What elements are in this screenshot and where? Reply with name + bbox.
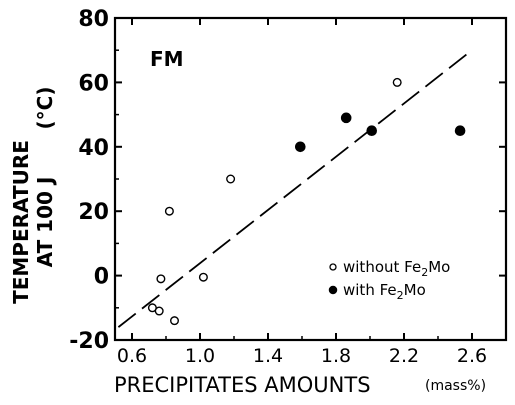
point-without-fe2mo bbox=[169, 316, 179, 326]
y-axis-ticks: -20 0 20 40 60 80 bbox=[69, 7, 506, 354]
y-tick-label: 0 bbox=[94, 265, 109, 290]
legend-marker bbox=[329, 263, 337, 271]
point-without-fe2mo bbox=[226, 174, 236, 184]
point-with-fe2mo bbox=[294, 141, 306, 153]
point-with-fe2mo bbox=[340, 112, 352, 124]
legend-label: without Fe2Mo bbox=[343, 258, 450, 279]
x-tick-label: 0.6 bbox=[117, 345, 147, 367]
fit-line-group bbox=[117, 49, 473, 328]
y-axis-unit: (°C) bbox=[33, 87, 57, 130]
y-tick-label: 80 bbox=[78, 7, 109, 32]
point-without-fe2mo bbox=[392, 77, 402, 87]
data-points-group bbox=[147, 77, 466, 326]
point-without-fe2mo bbox=[198, 272, 208, 282]
y-tick-label: 40 bbox=[78, 136, 109, 161]
chart-annotation: FM bbox=[150, 47, 184, 71]
x-tick-label: 2.2 bbox=[389, 345, 419, 367]
legend-marker bbox=[328, 285, 338, 295]
x-tick-label: 1.4 bbox=[253, 345, 283, 367]
y-axis-label-line2: AT 100 J bbox=[33, 177, 57, 268]
x-axis-ticks: 0.6 1.0 1.4 1.8 2.2 2.6 bbox=[117, 18, 487, 367]
point-without-fe2mo bbox=[156, 274, 166, 284]
x-tick-label: 2.6 bbox=[457, 345, 487, 367]
legend-label: with Fe2Mo bbox=[343, 281, 426, 302]
x-axis-unit: (mass%) bbox=[425, 378, 486, 394]
y-axis-label-line1: TEMPERATURE bbox=[9, 140, 33, 304]
fit-line bbox=[117, 49, 473, 328]
y-tick-label: 20 bbox=[78, 200, 109, 225]
point-without-fe2mo bbox=[154, 306, 164, 316]
x-tick-label: 1.0 bbox=[185, 345, 215, 367]
point-with-fe2mo bbox=[454, 125, 466, 136]
y-tick-label: -20 bbox=[69, 329, 109, 354]
x-tick-label: 1.8 bbox=[321, 345, 351, 367]
y-tick-label: 60 bbox=[78, 71, 109, 96]
point-with-fe2mo bbox=[366, 125, 378, 136]
x-axis-label: PRECIPITATES AMOUNTS bbox=[114, 373, 371, 397]
point-without-fe2mo bbox=[164, 206, 174, 216]
